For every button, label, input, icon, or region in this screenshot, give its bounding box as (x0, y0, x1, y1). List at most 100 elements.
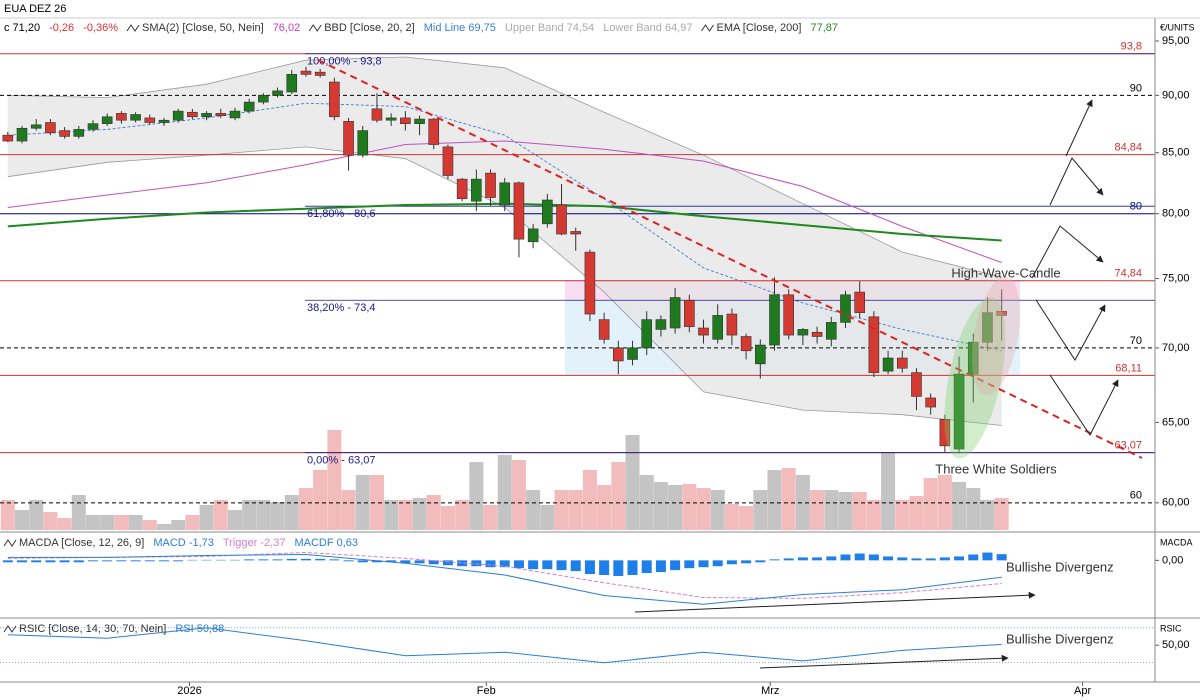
volume-bar (242, 500, 257, 530)
candle-body (144, 117, 156, 123)
macd-histogram-bar (414, 560, 425, 564)
candle-body (499, 182, 511, 206)
y-tick-label: 80,00 (1162, 208, 1190, 220)
candle-body (314, 71, 326, 76)
volume-bar (313, 470, 328, 530)
candle-body (513, 182, 525, 240)
candle-body (172, 110, 184, 121)
macd-histogram-bar (968, 554, 979, 561)
macd-histogram-bar (102, 560, 113, 562)
macd-histogram-bar (428, 560, 439, 565)
volume-bar (114, 515, 129, 530)
macd-histogram-bar (897, 557, 908, 561)
candle-body (400, 117, 411, 124)
annotation: High-Wave-Candle (951, 265, 1060, 280)
volume-bar (852, 492, 867, 530)
level-label: 93,8 (1121, 41, 1142, 53)
annotation: Bullishe Divergenz (1006, 631, 1114, 646)
macd-histogram-bar (442, 560, 453, 566)
macd-histogram-bar (2, 560, 13, 563)
y-tick-label: 95,00 (1162, 35, 1190, 47)
volume-bar (171, 520, 186, 530)
fib-label: 38,20% - 73,4 (307, 302, 376, 314)
volume-bar (611, 462, 626, 530)
candle-body (215, 113, 227, 116)
macd-histogram-bar (457, 560, 468, 567)
candle-body (158, 119, 170, 123)
y-tick-label: 70,00 (1162, 342, 1190, 354)
macd-histogram-bar (87, 560, 98, 562)
macd-histogram-bar (982, 552, 993, 561)
y-tick-label: 75,00 (1162, 272, 1190, 284)
x-tick-label: Feb (477, 685, 496, 697)
legend-item: MACD -1,73 (153, 537, 214, 549)
volume-bar (71, 495, 86, 530)
candle-body (527, 228, 539, 243)
candle-body (882, 357, 894, 372)
macd-histogram-bar (300, 558, 311, 561)
y-tick-label: 85,00 (1162, 147, 1190, 159)
candle-body (229, 110, 241, 119)
x-tick-label: 2026 (177, 685, 201, 697)
fib-label: 0,00% - 63,07 (307, 455, 376, 467)
volume-bar (724, 504, 739, 530)
legend-item: 76,02 (273, 22, 301, 34)
highlight-ellipse (944, 297, 1006, 459)
candle-body (130, 114, 141, 121)
macd-histogram-bar (116, 560, 127, 562)
macd-histogram-bar (712, 560, 723, 567)
macd-histogram-bar (954, 556, 965, 561)
volume-bar (682, 484, 697, 530)
fib-label: 61,80% - 80,6 (307, 208, 376, 220)
candle-body (982, 312, 993, 343)
macd-histogram-bar (570, 560, 581, 572)
y-tick-label: 65,00 (1162, 416, 1190, 428)
volume-bar (923, 478, 938, 530)
macd-histogram-bar (684, 560, 695, 569)
macd-histogram-bar (613, 560, 624, 576)
candle-body (641, 319, 653, 349)
volume-bar (753, 490, 768, 530)
candle-body (627, 347, 638, 360)
candle-body (116, 113, 127, 121)
volume-bar (483, 505, 498, 530)
trigger-line (7, 551, 1002, 599)
macd-histogram-bar (698, 560, 709, 568)
candle-body (243, 101, 255, 112)
macd-histogram-bar (670, 560, 681, 571)
volume-bar (384, 500, 399, 530)
candle-body (712, 315, 724, 340)
candle-body (286, 74, 298, 93)
arrow (1049, 374, 1119, 436)
candle-body (187, 111, 198, 118)
macd-line (7, 553, 1002, 605)
macd-histogram-bar (584, 560, 595, 575)
macd-histogram-bar (315, 558, 326, 561)
macd-histogram-bar (726, 560, 737, 565)
candle-body (357, 130, 369, 156)
macd-histogram-bar (627, 560, 638, 575)
macd-histogram-bar (371, 560, 382, 563)
volume-bar (710, 490, 725, 530)
volume-bar (909, 496, 924, 530)
level-label: 60 (1130, 490, 1142, 502)
candle-body (613, 347, 624, 362)
candle-body (371, 108, 383, 121)
candle-body (201, 113, 212, 118)
candle-body (16, 127, 28, 142)
candle-body (669, 297, 681, 329)
candle-body (740, 336, 752, 352)
macd-histogram-bar (925, 558, 936, 561)
volume-bar (625, 435, 640, 530)
level-label: 90 (1130, 82, 1142, 94)
macd-histogram-bar (17, 560, 28, 563)
candle-body (2, 134, 14, 142)
candle-body (925, 397, 936, 408)
macd-histogram-bar (130, 560, 141, 562)
candle-body (542, 199, 553, 225)
volume-bar (341, 490, 356, 530)
macd-histogram-bar (286, 558, 297, 561)
volume-bar (128, 515, 143, 530)
